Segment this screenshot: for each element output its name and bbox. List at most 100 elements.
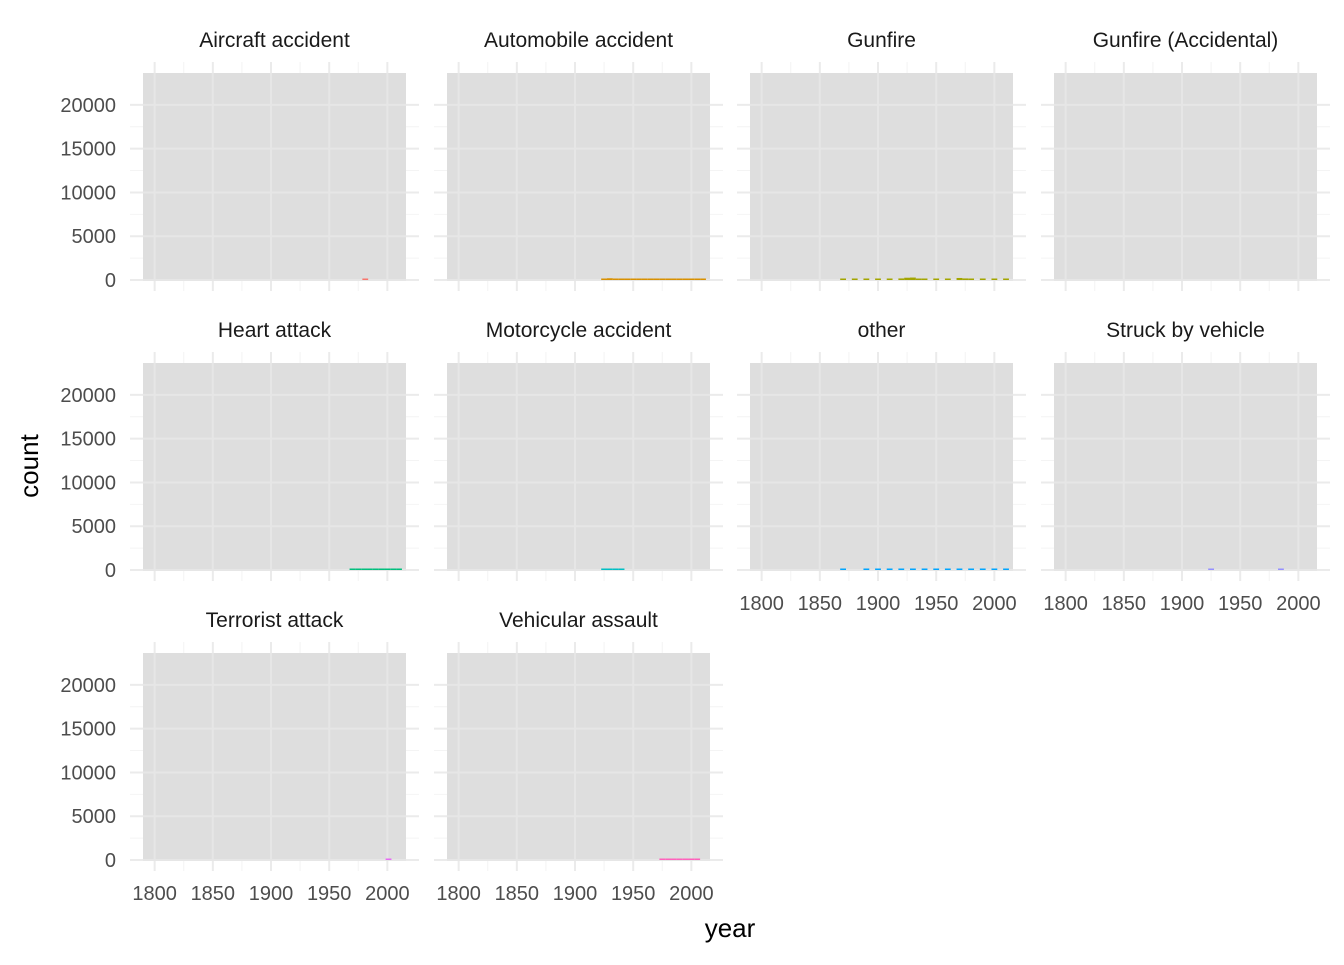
x-tick-label: 1800 [1043, 593, 1088, 615]
bar-automobile-accident-1985 [671, 278, 677, 280]
panel-background-gunfire [750, 73, 1013, 280]
bar-automobile-accident-1925 [601, 278, 608, 280]
bar-other-1960 [944, 568, 951, 570]
facet-title-other: other [858, 319, 906, 342]
bar-other-2000 [991, 568, 998, 570]
bar-automobile-accident-1980 [665, 278, 672, 280]
bar-automobile-accident-1975 [659, 278, 666, 280]
facet-title-struck-by-vehicle: Struck by vehicle [1106, 319, 1265, 342]
x-tick-label: 1900 [249, 883, 294, 905]
y-tick-label: 15000 [60, 139, 116, 161]
bar-automobile-accident-1965 [647, 278, 654, 280]
y-tick-label: 5000 [72, 806, 117, 828]
y-tick-label: 5000 [72, 516, 117, 538]
bar-other-1930 [910, 568, 916, 570]
bar-gunfire-1910 [886, 278, 893, 280]
bar-motorcycle-accident-1935 [612, 568, 619, 570]
panel-background-other [750, 363, 1013, 570]
x-tick-label: 1850 [798, 593, 843, 615]
y-tick-label: 0 [105, 560, 116, 582]
bar-gunfire-1960 [944, 278, 951, 280]
bar-gunfire-1990 [979, 278, 986, 280]
y-tick-label: 5000 [72, 226, 117, 248]
bar-gunfire-1890 [863, 278, 870, 280]
x-tick-label: 2000 [1276, 593, 1321, 615]
bar-other-1950 [933, 568, 940, 570]
facet-title-gunfire-accidental: Gunfire (Accidental) [1093, 29, 1279, 52]
bar-automobile-accident-1990 [676, 278, 683, 280]
bar-automobile-accident-2000 [688, 278, 695, 280]
facet-title-gunfire: Gunfire [847, 29, 916, 52]
bar-vehicular-assault-1980 [665, 858, 672, 860]
bar-automobile-accident-1945 [624, 278, 631, 280]
bar-motorcycle-accident-1930 [607, 568, 613, 570]
x-tick-label: 1850 [191, 883, 236, 905]
facet-title-heart-attack: Heart attack [218, 319, 332, 342]
bar-heart-attack-1980 [361, 568, 368, 570]
bar-other-1940 [921, 568, 928, 570]
bar-vehicular-assault-2005 [694, 858, 701, 860]
x-tick-label: 1850 [1102, 593, 1147, 615]
bar-terrorist-attack-2001 [385, 858, 392, 860]
y-tick-label: 15000 [60, 429, 116, 451]
y-tick-label: 10000 [60, 182, 116, 204]
bar-vehicular-assault-1985 [671, 858, 677, 860]
bar-automobile-accident-1995 [682, 278, 689, 280]
x-tick-label: 1950 [307, 883, 352, 905]
bar-other-1910 [886, 568, 893, 570]
panel-background-aircraft-accident [143, 73, 406, 280]
facet-title-aircraft-accident: Aircraft accident [199, 29, 350, 52]
bar-struck-by-vehicle-1985 [1278, 568, 1284, 570]
facet-title-automobile-accident: Automobile accident [484, 29, 673, 52]
y-tick-label: 20000 [60, 675, 116, 697]
bar-automobile-accident-2005 [694, 278, 701, 280]
x-tick-label: 2000 [972, 593, 1017, 615]
bar-gunfire-1925 [904, 277, 911, 280]
bar-heart-attack-1995 [378, 568, 385, 570]
bar-automobile-accident-1940 [618, 278, 625, 280]
facet-title-terrorist-attack: Terrorist attack [206, 609, 344, 632]
bar-gunfire-1970 [956, 277, 963, 280]
bar-heart-attack-1985 [367, 568, 373, 570]
bar-heart-attack-1990 [372, 568, 379, 570]
bar-automobile-accident-1935 [612, 278, 619, 280]
y-tick-label: 0 [105, 270, 116, 292]
bar-other-1870 [840, 568, 847, 570]
y-tick-label: 15000 [60, 719, 116, 741]
x-tick-label: 1950 [611, 883, 656, 905]
bar-gunfire-1900 [875, 278, 881, 280]
panel-background-automobile-accident [447, 73, 710, 280]
bar-vehicular-assault-2000 [688, 858, 695, 860]
panel-background-terrorist-attack [143, 653, 406, 860]
bar-other-1990 [979, 568, 986, 570]
x-tick-label: 1800 [436, 883, 481, 905]
bar-gunfire-2000 [991, 278, 998, 280]
x-tick-label: 1900 [856, 593, 901, 615]
x-tick-label: 1900 [1160, 593, 1205, 615]
bar-other-1970 [956, 568, 963, 570]
panel-background-vehicular-assault [447, 653, 710, 860]
x-tick-label: 1950 [1218, 593, 1263, 615]
x-tick-label: 2000 [669, 883, 714, 905]
panel-background-heart-attack [143, 363, 406, 570]
x-tick-label: 1950 [914, 593, 959, 615]
bar-heart-attack-2010 [396, 568, 402, 570]
bar-gunfire-1980 [968, 278, 975, 280]
bar-automobile-accident-1930 [607, 278, 613, 280]
panel-background-gunfire-accidental [1054, 73, 1317, 280]
bar-gunfire-1920 [898, 278, 905, 280]
facet-title-motorcycle-accident: Motorcycle accident [486, 319, 672, 342]
x-tick-label: 1900 [553, 883, 598, 905]
bar-automobile-accident-1960 [641, 278, 648, 280]
bar-gunfire-1975 [962, 278, 969, 280]
bar-other-2010 [1003, 568, 1009, 570]
bar-other-1900 [875, 568, 881, 570]
x-tick-label: 1800 [132, 883, 177, 905]
bar-struck-by-vehicle-1925 [1208, 568, 1215, 570]
bar-other-1890 [863, 568, 870, 570]
bar-heart-attack-2000 [384, 568, 391, 570]
y-tick-label: 10000 [60, 762, 116, 784]
bar-vehicular-assault-1995 [682, 858, 689, 860]
bar-automobile-accident-1950 [630, 278, 637, 280]
